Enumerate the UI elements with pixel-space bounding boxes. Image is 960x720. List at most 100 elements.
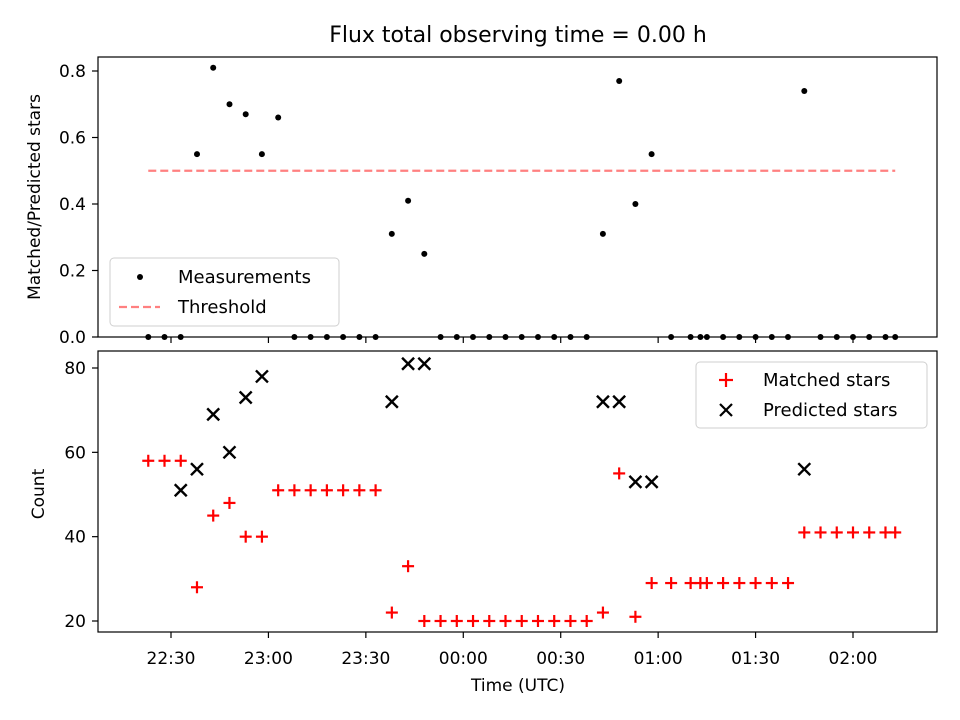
measurement-point (616, 78, 623, 84)
predicted-star-point (222, 445, 237, 460)
measurement-point (275, 114, 282, 121)
matched-star-point (450, 615, 463, 627)
measurement-point (632, 201, 639, 207)
matched-star-point (320, 484, 333, 497)
matched-star-point (239, 530, 252, 543)
top-plot-marks (145, 64, 899, 340)
top-x-ticks (170, 337, 854, 343)
predicted-star-point (384, 394, 399, 409)
bottom-y-tick-label: 20 (64, 612, 86, 632)
matched-star-point (782, 577, 795, 590)
matched-star-point (889, 526, 902, 539)
predicted-star-point (401, 356, 415, 371)
bottom-x-tick-label: 23:00 (244, 649, 293, 669)
matched-star-point (564, 615, 577, 627)
bottom-x-ticks: 22:30 23:00 23:30 00:00 00:30 01:00 01:30 02:00 (147, 632, 878, 669)
measurement-point (226, 101, 233, 108)
bottom-x-tick-label: 00:00 (439, 649, 488, 669)
matched-star-point (613, 467, 626, 480)
bottom-x-tick-label: 00:30 (536, 649, 585, 669)
top-legend: Measurements Threshold (109, 257, 340, 327)
matched-star-point (499, 615, 512, 627)
predicted-star-point (190, 462, 204, 477)
matched-star-point (337, 484, 350, 497)
matched-star-point (158, 454, 171, 467)
bottom-plot-frame (97, 350, 938, 633)
matched-star-point (645, 577, 658, 590)
matched-star-point (548, 615, 561, 627)
top-panel: Flux total observing time = 0.00 h Match… (25, 23, 938, 348)
predicted-star-point (596, 394, 610, 409)
matched-star-point (353, 484, 366, 497)
top-y-axis-label: Matched/Predicted stars (25, 94, 45, 300)
matched-star-point (288, 484, 301, 497)
matched-star-point (665, 577, 678, 590)
matched-star-point (304, 484, 317, 497)
measurement-point (258, 151, 265, 158)
bottom-x-tick-label: 22:30 (147, 649, 196, 669)
matched-star-point (629, 610, 642, 623)
bottom-x-tick-label: 23:30 (341, 649, 390, 669)
bottom-y-tick-label: 60 (64, 443, 86, 463)
matched-star-point (700, 577, 713, 590)
bottom-y-tick-label: 40 (64, 528, 86, 548)
matched-star-point (467, 615, 480, 627)
legend-matched-label: Matched stars (763, 370, 890, 391)
matched-star-point (847, 526, 859, 539)
matched-star-point (863, 526, 876, 539)
predicted-star-point (612, 394, 627, 409)
matched-star-point (830, 526, 843, 539)
legend-matched-marker (719, 373, 733, 387)
bottom-y-tick-label: 80 (64, 359, 86, 379)
bottom-plot-marks (142, 356, 902, 627)
measurement-point (648, 151, 655, 158)
bottom-x-tick-label: 02:00 (829, 649, 878, 669)
matched-star-point (596, 606, 609, 619)
top-y-tick-label: 0.0 (59, 328, 86, 348)
measurement-point (194, 151, 200, 158)
measurement-point (421, 250, 428, 257)
legend-measurements-marker (137, 274, 143, 280)
predicted-star-point (206, 407, 221, 422)
bottom-x-tick-label: 01:30 (731, 649, 780, 669)
top-y-ticks: 0.0 0.2 0.4 0.6 0.8 (59, 62, 98, 348)
top-y-tick-label: 0.4 (59, 195, 86, 215)
matched-star-point (418, 615, 431, 627)
measurement-point (210, 64, 217, 71)
measurement-point (801, 88, 808, 94)
matched-star-point (385, 606, 398, 619)
top-plot-frame (97, 56, 938, 338)
matched-star-point (733, 577, 746, 590)
bottom-x-axis-label: Time (UTC) (470, 676, 565, 696)
matched-star-point (207, 509, 220, 522)
top-chart-title: Flux total observing time = 0.00 h (329, 23, 707, 48)
matched-star-point (717, 577, 730, 590)
matched-star-point (142, 454, 155, 467)
bottom-x-tick-label: 01:00 (634, 649, 683, 669)
matched-star-point (190, 581, 203, 594)
predicted-star-point (797, 462, 812, 477)
matched-star-point (369, 484, 382, 497)
top-y-tick-label: 0.6 (59, 129, 86, 149)
bottom-y-axis-label: Count (29, 468, 49, 519)
matched-star-point (814, 526, 827, 539)
top-y-tick-label: 0.8 (59, 62, 86, 82)
matched-star-point (765, 577, 778, 590)
matched-star-point (515, 615, 528, 627)
bottom-y-ticks: 20 40 60 80 (64, 359, 98, 632)
matched-star-point (798, 526, 811, 539)
predicted-star-point (255, 369, 269, 384)
legend-predicted-marker (719, 403, 733, 417)
bottom-panel: Count Time (UTC) 20 40 60 80 22:30 23:00 23:3… (29, 350, 938, 696)
legend-predicted-label: Predicted stars (763, 400, 897, 421)
matched-star-point (223, 496, 236, 509)
matched-star-point (255, 530, 268, 543)
bottom-legend: Matched stars Predicted stars (695, 361, 928, 429)
top-y-tick-label: 0.2 (59, 262, 86, 282)
matched-star-point (272, 484, 285, 497)
matched-star-point (483, 615, 496, 627)
matched-star-point (174, 454, 187, 467)
legend-threshold-label: Threshold (177, 297, 267, 318)
matched-star-point (434, 615, 447, 627)
measurement-point (388, 230, 395, 237)
